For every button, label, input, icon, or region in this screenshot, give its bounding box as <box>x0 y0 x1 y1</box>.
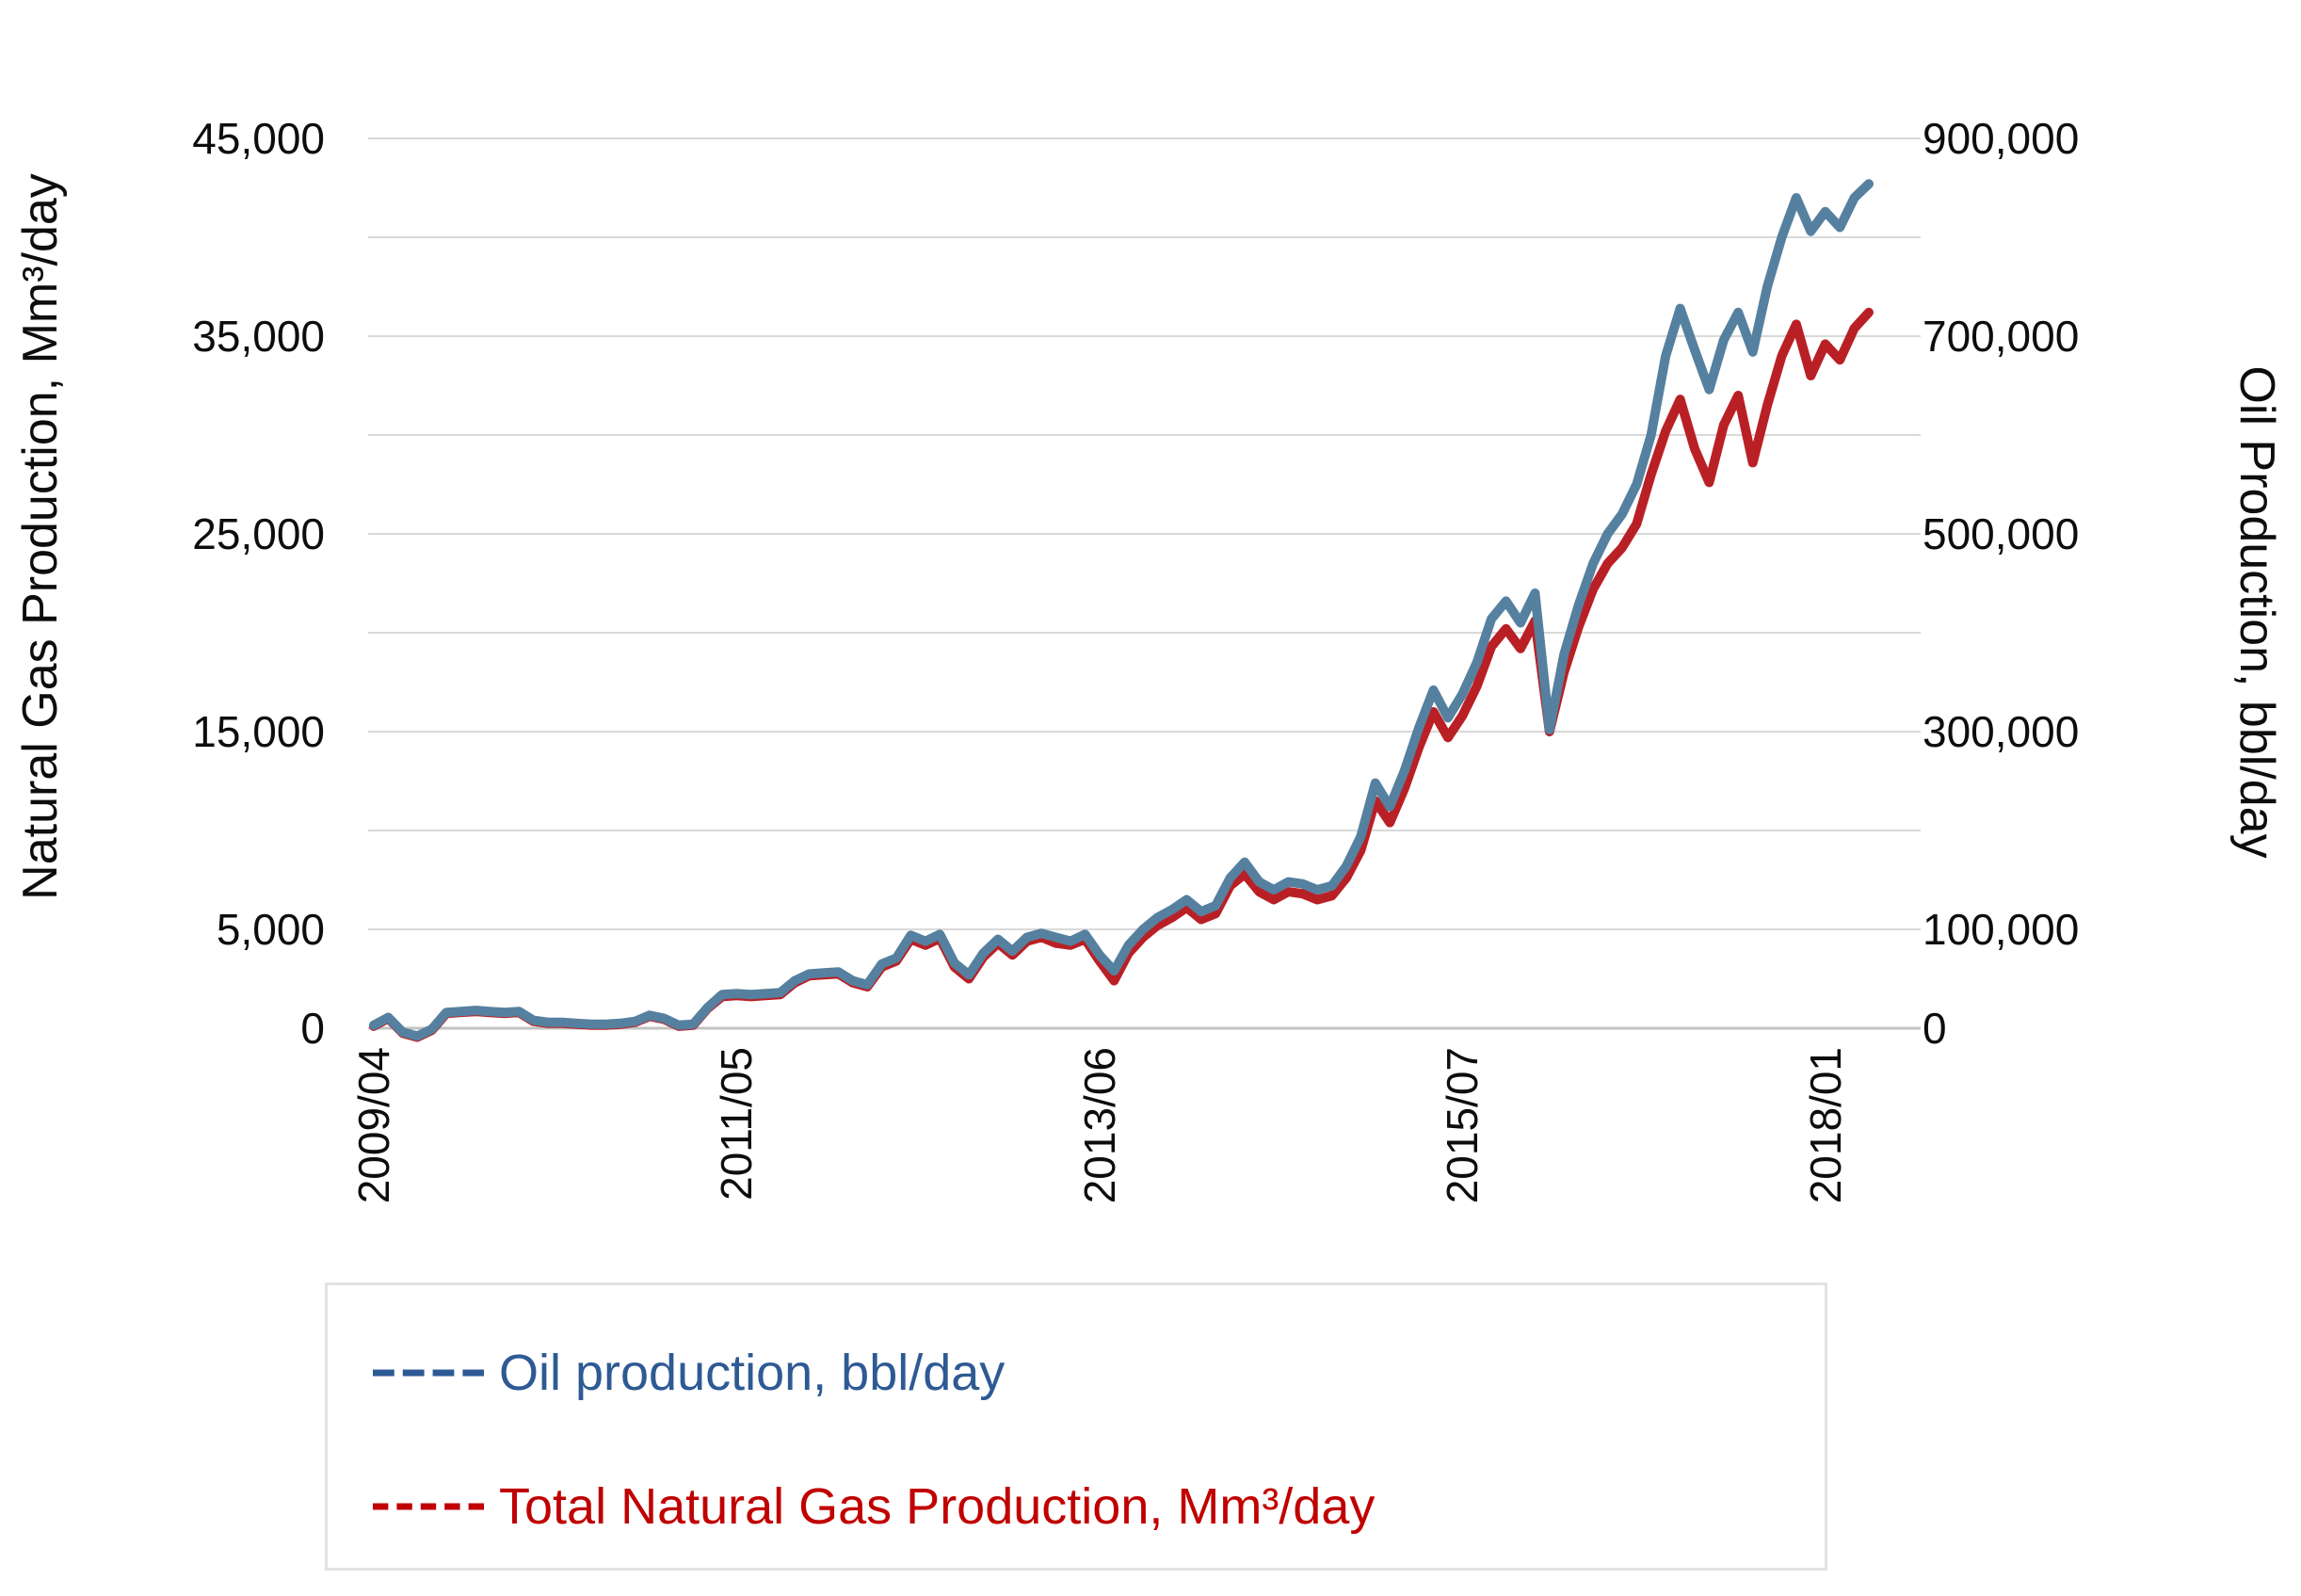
gridlines <box>368 137 1921 1030</box>
legend-label: Oil production, bbl/day <box>499 1345 1006 1401</box>
legend-dash-swatch <box>373 1369 484 1377</box>
legend-label: Total Natural Gas Production, Mm³/day <box>499 1478 1376 1535</box>
right-tick-label: 700,000 <box>1923 312 2080 361</box>
left-tick-label: 0 <box>300 1004 325 1053</box>
right-axis-title: Oil Production, bbl/day <box>2229 365 2284 859</box>
left-tick-label: 35,000 <box>192 312 325 361</box>
legend-item: Total Natural Gas Production, Mm³/day <box>373 1474 1375 1540</box>
right-tick-label: 500,000 <box>1923 509 2080 558</box>
legend: Oil production, bbl/day Total Natural Gas… <box>325 1282 1827 1571</box>
left-tick-label: 5,000 <box>216 905 325 954</box>
left-axis-title: Natural Gas Production, Mm³/day <box>13 173 68 900</box>
left-tick-label: 15,000 <box>192 707 325 756</box>
legend-item: Oil production, bbl/day <box>373 1340 1005 1406</box>
oil-series-line <box>369 179 1874 1041</box>
left-tick-label: 45,000 <box>192 114 325 163</box>
series-lines <box>369 179 1874 1042</box>
legend-dash-swatch <box>373 1503 484 1510</box>
right-tick-label: 300,000 <box>1923 707 2080 756</box>
right-tick-label: 100,000 <box>1923 905 2080 954</box>
left-tick-label: 25,000 <box>192 509 325 558</box>
right-tick-label: 0 <box>1923 1004 1947 1053</box>
right-tick-label: 900,000 <box>1923 114 2080 163</box>
